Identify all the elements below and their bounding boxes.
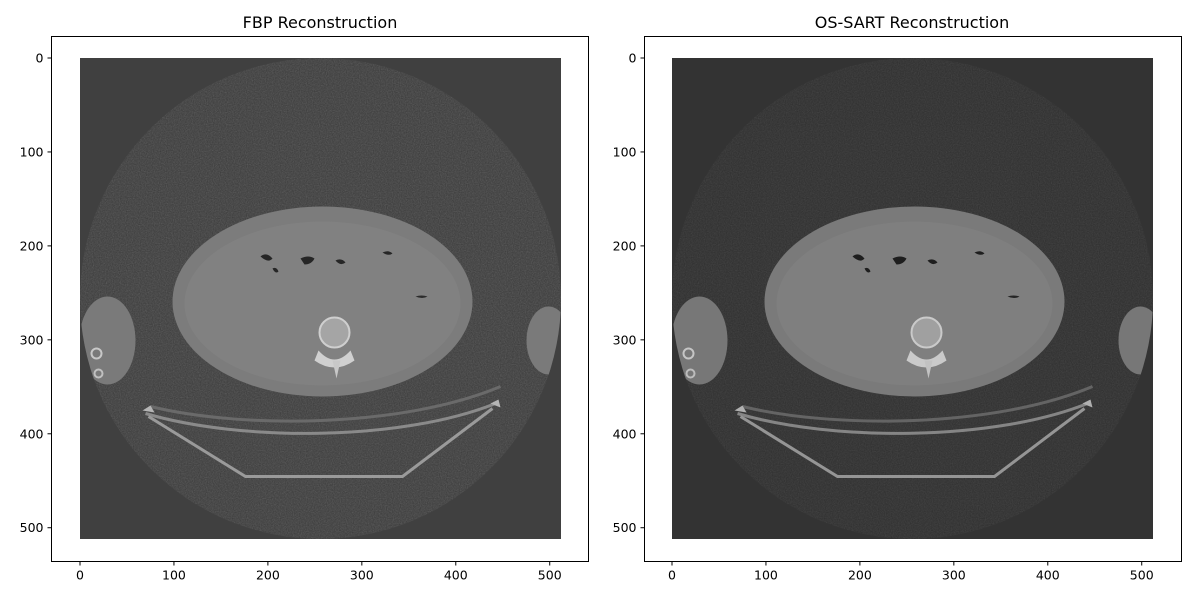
y-tick-label: 400 — [613, 426, 637, 441]
x-tick-label: 500 — [1130, 568, 1154, 583]
x-tick-label: 400 — [1036, 568, 1060, 583]
x-tick-label: 200 — [256, 568, 280, 583]
x-tick-label: 100 — [162, 568, 186, 583]
x-tick-label: 0 — [668, 568, 676, 583]
y-tick-label: 200 — [613, 238, 637, 253]
y-tick-label: 0 — [36, 51, 44, 66]
panel-os-sart: OS-SART Reconstruction — [613, 13, 1182, 583]
x-tick-label: 300 — [942, 568, 966, 583]
y-axis-fbp: 0 100 200 300 400 500 — [20, 51, 52, 535]
y-tick-label: 300 — [20, 332, 44, 347]
y-tick-label: 400 — [20, 426, 44, 441]
x-axis-os-sart: 0 100 200 300 400 500 — [668, 561, 1154, 583]
x-tick-label: 300 — [350, 568, 374, 583]
x-tick-label: 100 — [754, 568, 778, 583]
x-axis-fbp: 0 100 200 300 400 500 — [76, 561, 562, 583]
y-tick-label: 500 — [20, 520, 44, 535]
panel-fbp: FBP Reconstruction — [20, 13, 589, 583]
y-tick-label: 200 — [20, 238, 44, 253]
panel-title-fbp: FBP Reconstruction — [243, 13, 398, 32]
panel-title-os-sart: OS-SART Reconstruction — [815, 13, 1009, 32]
y-tick-label: 100 — [613, 144, 637, 159]
ct-image-fbp — [80, 58, 561, 539]
y-tick-label: 0 — [629, 51, 637, 66]
x-tick-label: 400 — [444, 568, 468, 583]
ct-image-os-sart — [672, 58, 1153, 539]
y-tick-label: 300 — [613, 332, 637, 347]
y-axis-os-sart: 0 100 200 300 400 500 — [613, 51, 645, 535]
y-tick-label: 100 — [20, 144, 44, 159]
x-tick-label: 0 — [76, 568, 84, 583]
x-tick-label: 500 — [538, 568, 562, 583]
x-tick-label: 200 — [848, 568, 872, 583]
y-tick-label: 500 — [613, 520, 637, 535]
